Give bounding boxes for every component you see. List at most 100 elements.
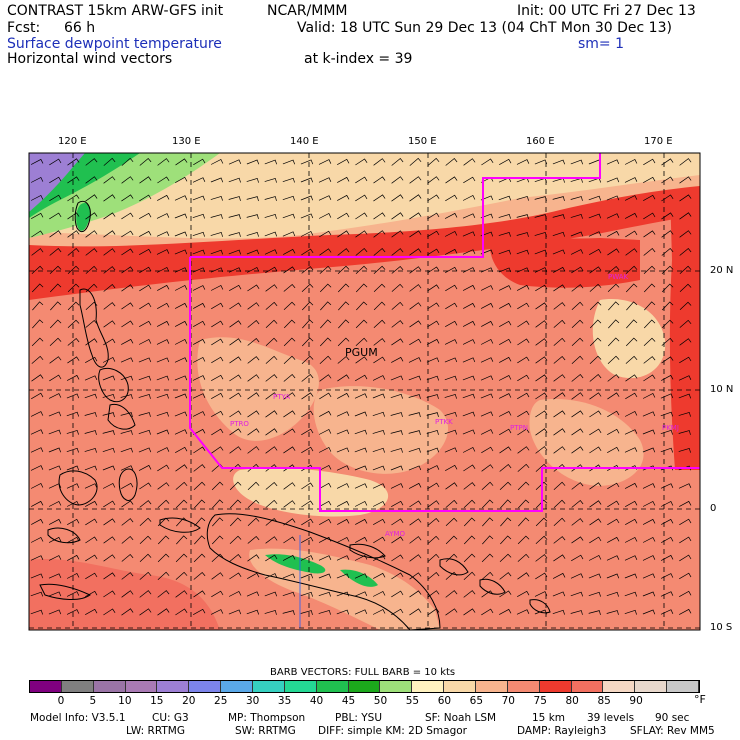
wind-barb [391, 176, 404, 184]
wind-barb [553, 392, 566, 400]
wind-barb [500, 535, 512, 545]
wind-barb [228, 214, 241, 220]
wind-barb [463, 535, 476, 545]
wind-barb [625, 265, 638, 274]
wind-barb [408, 482, 422, 489]
wind-barb [66, 609, 80, 615]
wind-barb [102, 447, 115, 453]
wind-barb [121, 284, 134, 292]
wind-barb [517, 572, 530, 580]
wind-barb [103, 194, 116, 202]
wind-barb [535, 554, 548, 562]
dewpoint-zone-central-a [197, 337, 319, 441]
wind-barb [462, 213, 476, 219]
wind-barb [535, 446, 548, 454]
wind-barb [588, 591, 601, 597]
wind-barb [102, 430, 115, 435]
wind-barb [283, 392, 296, 400]
wind-barb [265, 410, 278, 418]
wind-barb [552, 591, 566, 597]
wind-barb [48, 555, 62, 561]
wind-barb [642, 483, 656, 489]
wind-barb [194, 499, 206, 509]
wind-barb [139, 302, 152, 310]
dewpoint-zone-coldest [29, 153, 85, 212]
wind-barb [175, 446, 188, 454]
wind-barb [103, 157, 116, 166]
wind-barb [517, 463, 530, 472]
wind-barb [212, 499, 224, 509]
wind-barb [138, 339, 152, 345]
wind-barb [642, 393, 656, 399]
wind-barb [156, 393, 169, 399]
wind-barb [607, 266, 620, 274]
wind-barb [679, 158, 692, 166]
wind-barb [85, 536, 98, 544]
colorbar-tick-0: 0 [57, 695, 65, 707]
wind-barb [228, 196, 241, 201]
wind-barb [553, 356, 566, 364]
wind-barb [463, 302, 476, 309]
wind-barb [283, 248, 296, 255]
wind-barb [84, 447, 97, 453]
wind-barb [624, 159, 638, 165]
wind-barb [174, 393, 188, 399]
wind-barb [211, 590, 224, 598]
lat-label-20n: 20 N [710, 265, 734, 276]
wind-barb [444, 411, 457, 417]
colorbar-swatch-14 [476, 681, 508, 692]
wind-barb [139, 320, 152, 328]
wind-barb [212, 517, 224, 527]
wind-barb [499, 608, 512, 615]
wind-barb [517, 446, 530, 454]
wind-barb [175, 590, 188, 598]
lon-label-120e: 120 E [58, 136, 87, 147]
wind-barb [624, 195, 638, 201]
wind-barb [301, 248, 314, 256]
wind-barb [228, 159, 242, 165]
wind-barb [175, 176, 188, 184]
wind-barb [336, 609, 350, 615]
wind-barb [445, 266, 458, 274]
wind-barb [517, 374, 530, 382]
wind-barb [642, 447, 656, 453]
wind-barb [103, 284, 116, 292]
wind-barb [517, 553, 530, 562]
wind-barb [282, 159, 296, 165]
wind-barb [300, 177, 314, 183]
wind-barb [624, 447, 638, 453]
wind-barb [211, 428, 224, 436]
wind-barb [67, 338, 80, 346]
wind-barb [516, 195, 529, 201]
wind-barb [336, 500, 350, 507]
wind-barb [391, 536, 404, 544]
colorbar-tick-40: 40 [309, 695, 324, 707]
wind-barb [228, 177, 241, 183]
wind-barb [139, 194, 152, 202]
wind-barb [121, 176, 134, 184]
wind-barb [571, 536, 584, 544]
wind-barb [373, 265, 386, 274]
wind-barb [192, 267, 206, 273]
wind-barb [391, 230, 404, 238]
wind-barb [139, 571, 152, 580]
wind-barb [175, 571, 188, 580]
wind-barb [661, 265, 674, 275]
wind-barb [318, 536, 332, 543]
wind-barb [373, 338, 386, 346]
wind-barb [571, 428, 584, 436]
colorbar-tick-55: 55 [405, 695, 420, 707]
station-ptkk: PTKK [435, 418, 453, 426]
wind-barb [589, 518, 602, 526]
wind-barb [211, 446, 224, 454]
wind-barb [372, 501, 386, 507]
wind-barb [210, 214, 223, 219]
wind-barb [445, 176, 458, 184]
wind-barb [102, 483, 116, 489]
wind-barb [156, 411, 169, 417]
wind-barb [66, 483, 80, 489]
wind-barb [319, 265, 332, 274]
wind-barb [498, 375, 512, 381]
wind-barb [30, 429, 44, 435]
footer-longwave: LW: RRTMG [126, 725, 185, 737]
